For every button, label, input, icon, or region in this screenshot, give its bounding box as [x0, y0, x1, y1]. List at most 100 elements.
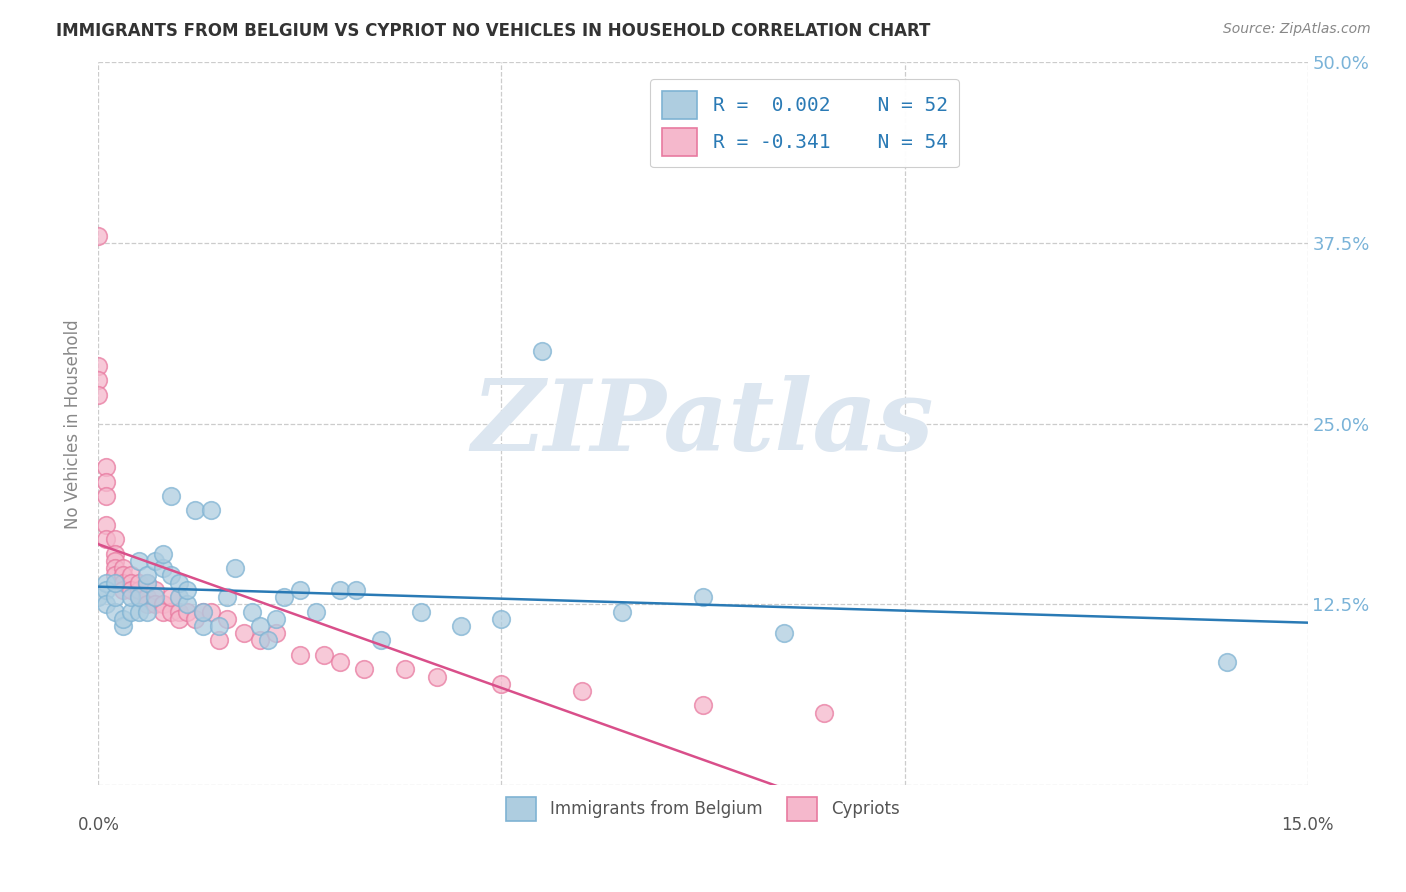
Point [160, 489, 183, 503]
Point [491, 677, 513, 691]
Point [193, 605, 215, 619]
Point [217, 590, 239, 604]
Point [288, 648, 311, 662]
Point [111, 619, 134, 633]
Point [96, 575, 118, 590]
Y-axis label: No Vehicles in Household: No Vehicles in Household [65, 318, 83, 529]
Point [120, 590, 142, 604]
Point [96, 517, 118, 532]
Point [87, 228, 110, 243]
Point [329, 655, 352, 669]
Point [111, 582, 134, 597]
Point [120, 582, 142, 597]
Point [143, 590, 166, 604]
Point [692, 590, 714, 604]
Point [167, 612, 190, 626]
Point [167, 605, 190, 619]
Point [160, 605, 183, 619]
Point [256, 633, 278, 648]
Point [353, 662, 375, 676]
Point [103, 554, 125, 568]
Point [152, 598, 174, 612]
Point [120, 605, 142, 619]
Point [193, 619, 215, 633]
Point [314, 648, 336, 662]
Point [152, 605, 174, 619]
Point [128, 582, 150, 597]
Point [128, 554, 150, 568]
Point [135, 575, 157, 590]
Point [143, 598, 166, 612]
Point [103, 590, 125, 604]
Text: ZIPatlas: ZIPatlas [472, 376, 934, 472]
Point [96, 489, 118, 503]
Point [530, 344, 553, 359]
Point [87, 388, 110, 402]
Point [409, 605, 432, 619]
Point [217, 612, 239, 626]
Point [135, 605, 157, 619]
Point [143, 554, 166, 568]
Point [103, 547, 125, 561]
Point [96, 533, 118, 547]
Point [264, 626, 287, 640]
Point [176, 582, 198, 597]
Point [426, 669, 449, 683]
Point [135, 590, 157, 604]
Point [160, 568, 183, 582]
Point [160, 590, 183, 604]
Point [103, 605, 125, 619]
Point [103, 575, 125, 590]
Point [167, 575, 190, 590]
Point [87, 359, 110, 373]
Legend: Immigrants from Belgium, Cypriots: Immigrants from Belgium, Cypriots [499, 790, 907, 827]
Point [111, 575, 134, 590]
Point [87, 590, 110, 604]
Point [273, 590, 295, 604]
Point [87, 373, 110, 387]
Point [176, 605, 198, 619]
Point [135, 575, 157, 590]
Text: 0.0%: 0.0% [77, 815, 120, 833]
Point [120, 568, 142, 582]
Point [1216, 655, 1239, 669]
Point [813, 706, 835, 720]
Point [135, 598, 157, 612]
Point [394, 662, 416, 676]
Point [111, 561, 134, 575]
Point [264, 612, 287, 626]
Point [200, 605, 222, 619]
Point [184, 503, 207, 517]
Point [96, 582, 118, 597]
Point [208, 633, 231, 648]
Text: 15.0%: 15.0% [1281, 815, 1334, 833]
Point [612, 605, 634, 619]
Point [152, 561, 174, 575]
Point [692, 698, 714, 713]
Point [128, 605, 150, 619]
Point [176, 598, 198, 612]
Point [96, 475, 118, 489]
Point [152, 547, 174, 561]
Text: IMMIGRANTS FROM BELGIUM VS CYPRIOT NO VEHICLES IN HOUSEHOLD CORRELATION CHART: IMMIGRANTS FROM BELGIUM VS CYPRIOT NO VE… [56, 22, 931, 40]
Point [249, 619, 271, 633]
Point [344, 582, 367, 597]
Point [450, 619, 472, 633]
Point [571, 684, 593, 698]
Point [120, 575, 142, 590]
Point [193, 605, 215, 619]
Point [143, 582, 166, 597]
Point [249, 633, 271, 648]
Point [772, 626, 794, 640]
Point [167, 590, 190, 604]
Point [200, 503, 222, 517]
Point [103, 568, 125, 582]
Point [103, 533, 125, 547]
Point [208, 619, 231, 633]
Point [96, 598, 118, 612]
Point [103, 561, 125, 575]
Point [111, 568, 134, 582]
Point [288, 582, 311, 597]
Point [240, 605, 263, 619]
Text: Source: ZipAtlas.com: Source: ZipAtlas.com [1223, 22, 1371, 37]
